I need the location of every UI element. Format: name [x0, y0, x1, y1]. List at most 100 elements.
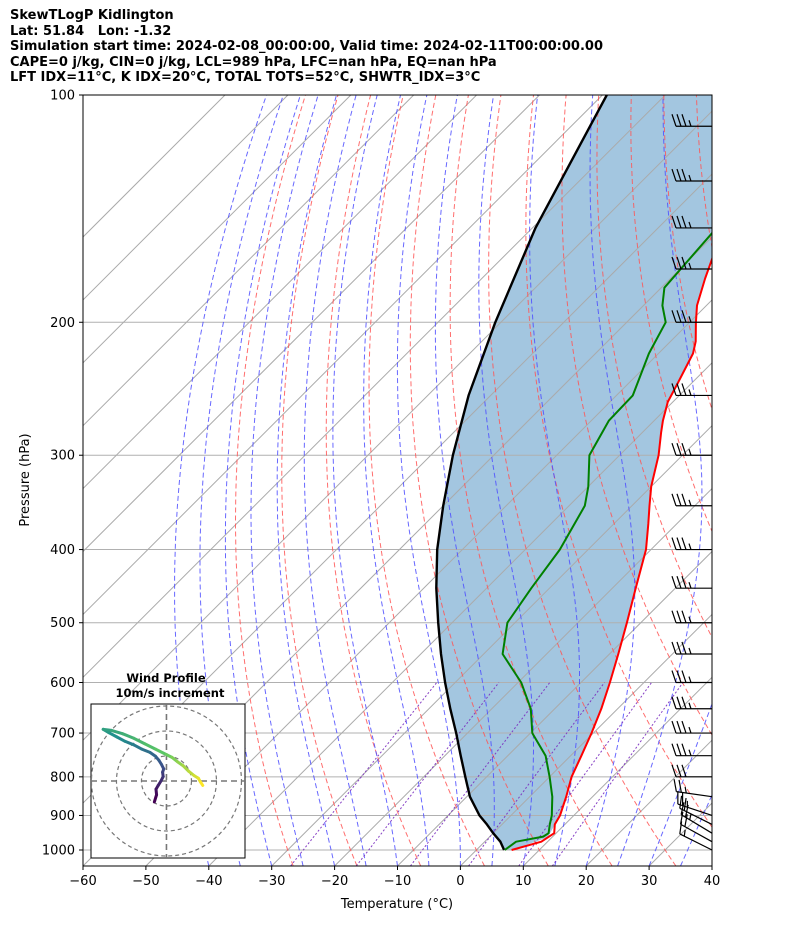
- wind-barb-full-feather: [676, 443, 682, 456]
- location-coordinates: Lat: 51.84 Lon: -1.32: [10, 23, 172, 39]
- wind-barb-full-feather: [676, 575, 682, 589]
- wind-barb-half-feather: [688, 262, 692, 270]
- dry-adiabat-line: [488, 95, 677, 866]
- y-tick-label: 600: [50, 676, 75, 691]
- wind-barb-full-feather: [681, 493, 687, 506]
- wind-barb-full-feather: [676, 641, 682, 655]
- mixing-ratio-line: [355, 682, 500, 866]
- simulation-times: Simulation start time: 2024-02-08_00:00:…: [10, 39, 603, 55]
- y-tick-label: 800: [50, 770, 75, 785]
- wind-barb-staff: [679, 833, 713, 851]
- wind-barb-full-feather: [676, 670, 682, 683]
- isotherm-line: [334, 487, 712, 866]
- wind-barb-full-feather: [671, 383, 677, 396]
- wind-barb-staff: [676, 791, 713, 798]
- cin-shaded-area: [436, 95, 712, 850]
- wind-barb-full-feather: [681, 215, 687, 229]
- moist-adiabat-line: [529, 95, 580, 866]
- y-tick-label: 300: [50, 449, 75, 464]
- wind-barb-full-feather: [671, 610, 677, 623]
- isotherm-line: [83, 95, 352, 364]
- y-axis-label: Pressure (hPa): [18, 433, 33, 526]
- wind-barb: [671, 743, 712, 757]
- x-axis-ticks: −60 −50 −40 −30 −20 −10 0 10 20 30 40: [69, 866, 720, 889]
- wind-barb-full-feather: [676, 720, 682, 734]
- dry-adiabat-line: [281, 95, 358, 866]
- x-tick-label: −20: [321, 874, 348, 889]
- moist-adiabat-line: [396, 95, 461, 866]
- wind-barb-full-feather: [671, 310, 677, 323]
- isotherm-line: [397, 550, 712, 866]
- wind-barb-half-feather: [688, 726, 692, 734]
- wind-barb: [671, 383, 712, 397]
- wind-barb-full-feather: [681, 670, 687, 683]
- isotherm-line: [83, 95, 540, 553]
- hodograph-trace-segment: [153, 747, 168, 757]
- wind-barb-full-feather: [678, 779, 682, 793]
- dry-adiabat-line: [368, 95, 485, 866]
- wind-barb-full-feather: [681, 696, 687, 709]
- wind-barb-staff: [679, 807, 713, 825]
- dry-adiabat-line: [695, 95, 712, 250]
- wind-barb: [671, 215, 712, 229]
- dry-adiabats: [235, 95, 794, 866]
- mixing-ratio-lines: [290, 682, 684, 866]
- wind-barb: [671, 114, 712, 127]
- x-tick-label: −30: [258, 874, 285, 889]
- y-tick-label: 700: [50, 727, 75, 742]
- hodograph-trace-segment: [131, 743, 144, 751]
- wind-barbs: [671, 114, 713, 851]
- wind-barb: [671, 493, 712, 507]
- wind-barb-full-feather: [681, 575, 687, 589]
- wind-barb-half-feather: [688, 581, 692, 589]
- wind-barb-full-feather: [676, 743, 682, 756]
- mixing-ratio-line: [468, 682, 605, 866]
- wind-barb-full-feather: [681, 537, 687, 550]
- wind-barb-full-feather: [671, 670, 677, 683]
- wind-barb-full-feather: [676, 168, 682, 182]
- moist-adiabat-line: [303, 95, 367, 866]
- isotherm-line: [271, 424, 712, 866]
- temperature-profile-line: [511, 256, 712, 851]
- isotherm-line: [711, 865, 712, 866]
- wind-barb-full-feather: [671, 493, 677, 506]
- wind-barb: [671, 310, 712, 323]
- moist-adiabat-line: [585, 95, 636, 866]
- wind-barb-half-feather: [684, 786, 687, 794]
- wind-barb-full-feather: [671, 443, 677, 456]
- wind-barb: [671, 575, 712, 589]
- isotherm-line: [83, 110, 712, 741]
- wind-barb-half-feather: [688, 449, 692, 456]
- hodograph-trace-segment: [115, 735, 127, 743]
- x-tick-label: 30: [641, 874, 658, 889]
- x-tick-label: 10: [515, 874, 532, 889]
- profile-lines: [435, 95, 712, 851]
- isotherm-line: [83, 95, 289, 301]
- plot-area: [83, 95, 794, 866]
- dry-adiabat-line: [729, 95, 794, 866]
- wind-barb-staff: [680, 814, 713, 834]
- x-tick-label: −60: [69, 874, 96, 889]
- moist-adiabat-line: [711, 864, 712, 866]
- hodograph-trace-segment: [131, 736, 146, 746]
- moist-adiabat-line: [617, 95, 703, 866]
- wind-barb-half-feather: [683, 829, 686, 837]
- hodograph-trace-segment: [142, 742, 157, 751]
- x-tick-label: 0: [456, 874, 464, 889]
- x-tick-label: 20: [578, 874, 595, 889]
- wind-barb-full-feather: [671, 215, 677, 229]
- x-tick-label: −40: [195, 874, 222, 889]
- wind-barb-full-feather: [671, 168, 677, 182]
- isotherm-line: [83, 95, 603, 616]
- moist-adiabats: [174, 95, 712, 866]
- wind-barb: [671, 610, 712, 624]
- mixing-ratio-line: [518, 682, 653, 866]
- wind-barb: [671, 443, 712, 456]
- wind-barb-full-feather: [671, 743, 677, 756]
- wind-barb-full-feather: [671, 114, 677, 127]
- dry-adiabat-line: [762, 95, 794, 866]
- wind-barb: [671, 256, 712, 270]
- dry-adiabat-line: [325, 95, 422, 866]
- pressure-gridlines: [83, 95, 712, 851]
- moist-adiabat-line: [332, 95, 398, 866]
